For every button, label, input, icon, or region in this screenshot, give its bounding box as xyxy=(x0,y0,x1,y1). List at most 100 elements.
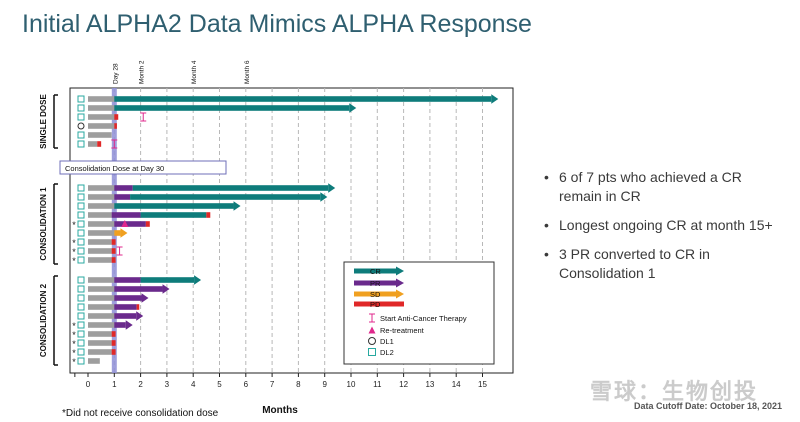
finding-item: 3 PR converted to CR in Consolidation 1 xyxy=(544,245,784,283)
ongoing-arrowhead xyxy=(320,192,328,202)
response-bar xyxy=(130,194,321,200)
no-consolidation-star: * xyxy=(72,238,76,248)
response-bar xyxy=(145,221,150,227)
baseline-bar xyxy=(88,248,112,254)
legend-swatch xyxy=(354,301,404,307)
response-bar xyxy=(114,304,137,310)
dl2-marker xyxy=(77,312,85,320)
response-bar xyxy=(140,277,195,283)
ongoing-arrowhead xyxy=(233,201,241,211)
dl2-marker xyxy=(77,285,85,293)
ongoing-arrowhead xyxy=(349,103,357,113)
dl2-marker xyxy=(77,348,85,356)
no-consolidation-star: * xyxy=(72,330,76,340)
response-bar xyxy=(114,286,163,292)
dl2-marker xyxy=(77,211,85,219)
dl2-marker xyxy=(77,95,85,103)
dl2-marker xyxy=(77,321,85,329)
response-bar xyxy=(114,221,146,227)
baseline-bar xyxy=(88,331,112,337)
baseline-bar xyxy=(88,194,115,200)
dl2-marker xyxy=(77,276,85,284)
x-tick-label: 4 xyxy=(191,380,196,389)
x-tick-label: 3 xyxy=(165,380,170,389)
response-bar xyxy=(111,257,116,263)
legend-label: DL2 xyxy=(380,348,394,357)
response-bar xyxy=(114,230,121,236)
baseline-bar xyxy=(88,114,115,120)
plot-frame xyxy=(69,87,514,374)
x-tick-label: 1 xyxy=(112,380,117,389)
baseline-bar xyxy=(88,286,115,292)
x-tick-label: 13 xyxy=(425,380,434,389)
baseline-bar xyxy=(88,123,115,129)
dl2-marker xyxy=(77,294,85,302)
baseline-bar xyxy=(88,358,100,364)
no-consolidation-star: * xyxy=(72,247,76,257)
x-axis-label: Months xyxy=(262,405,298,416)
dl2-marker xyxy=(77,140,85,148)
dl2-marker xyxy=(77,330,85,338)
baseline-bar xyxy=(88,185,115,191)
response-bar xyxy=(114,322,126,328)
response-bar xyxy=(114,105,350,111)
response-bar xyxy=(114,185,133,191)
response-bar xyxy=(136,304,140,310)
page-title: Initial ALPHA2 Data Mimics ALPHA Respons… xyxy=(22,10,532,38)
dl2-marker xyxy=(77,220,85,228)
baseline-bar xyxy=(88,277,115,283)
x-tick-label: 10 xyxy=(347,380,356,389)
x-tick-label: 8 xyxy=(296,380,301,389)
response-bar xyxy=(114,96,492,102)
ongoing-arrowhead xyxy=(328,183,336,193)
baseline-bar xyxy=(88,349,112,355)
group-label: SINGLE DOSE xyxy=(39,94,48,149)
no-consolidation-star: * xyxy=(72,321,76,331)
time-marker-label: Month 2 xyxy=(139,60,146,84)
dl2-marker xyxy=(77,193,85,201)
dl1-marker xyxy=(77,122,85,130)
response-bar xyxy=(114,313,137,319)
dl2-marker xyxy=(77,202,85,210)
baseline-bar xyxy=(88,96,115,102)
legend-box xyxy=(343,261,495,365)
time-marker-label: Month 4 xyxy=(191,60,198,84)
response-bar xyxy=(114,203,234,209)
dl2-marker xyxy=(77,229,85,237)
x-tick-label: 15 xyxy=(478,380,487,389)
legend-swatch xyxy=(354,291,396,297)
watermark: 雪球：生物创投 xyxy=(590,379,759,404)
response-bar xyxy=(111,212,141,218)
no-consolidation-star: * xyxy=(72,256,76,266)
legend-swatch xyxy=(396,289,404,299)
retreatment-marker xyxy=(121,220,129,227)
legend-label: SD xyxy=(370,290,381,299)
dl2-marker xyxy=(77,184,85,192)
legend-label: CR xyxy=(370,267,381,276)
legend-label: PD xyxy=(370,300,381,309)
no-consolidation-star: * xyxy=(72,339,76,349)
legend-swatch xyxy=(368,348,376,356)
x-tick-label: 7 xyxy=(270,380,275,389)
baseline-bar xyxy=(88,239,112,245)
legend-label: DL1 xyxy=(380,337,394,346)
response-bar xyxy=(111,331,116,337)
legend-swatch xyxy=(396,266,404,276)
no-consolidation-star: * xyxy=(72,220,76,230)
baseline-bar xyxy=(88,132,112,138)
legend-label: Start Anti-Cancer Therapy xyxy=(380,314,467,323)
ongoing-arrowhead xyxy=(141,293,149,303)
x-tick-label: 9 xyxy=(322,380,327,389)
legend-swatch xyxy=(368,326,376,334)
baseline-bar xyxy=(88,212,112,218)
time-marker-label: Month 6 xyxy=(244,60,251,84)
response-bar xyxy=(140,212,207,218)
response-bar xyxy=(132,185,329,191)
baseline-bar xyxy=(88,313,115,319)
consolidation-callout-box xyxy=(59,160,227,175)
legend-swatch xyxy=(396,278,404,288)
baseline-bar xyxy=(88,304,115,310)
legend-label: PR xyxy=(370,279,381,288)
no-consolidation-star: * xyxy=(72,357,76,367)
